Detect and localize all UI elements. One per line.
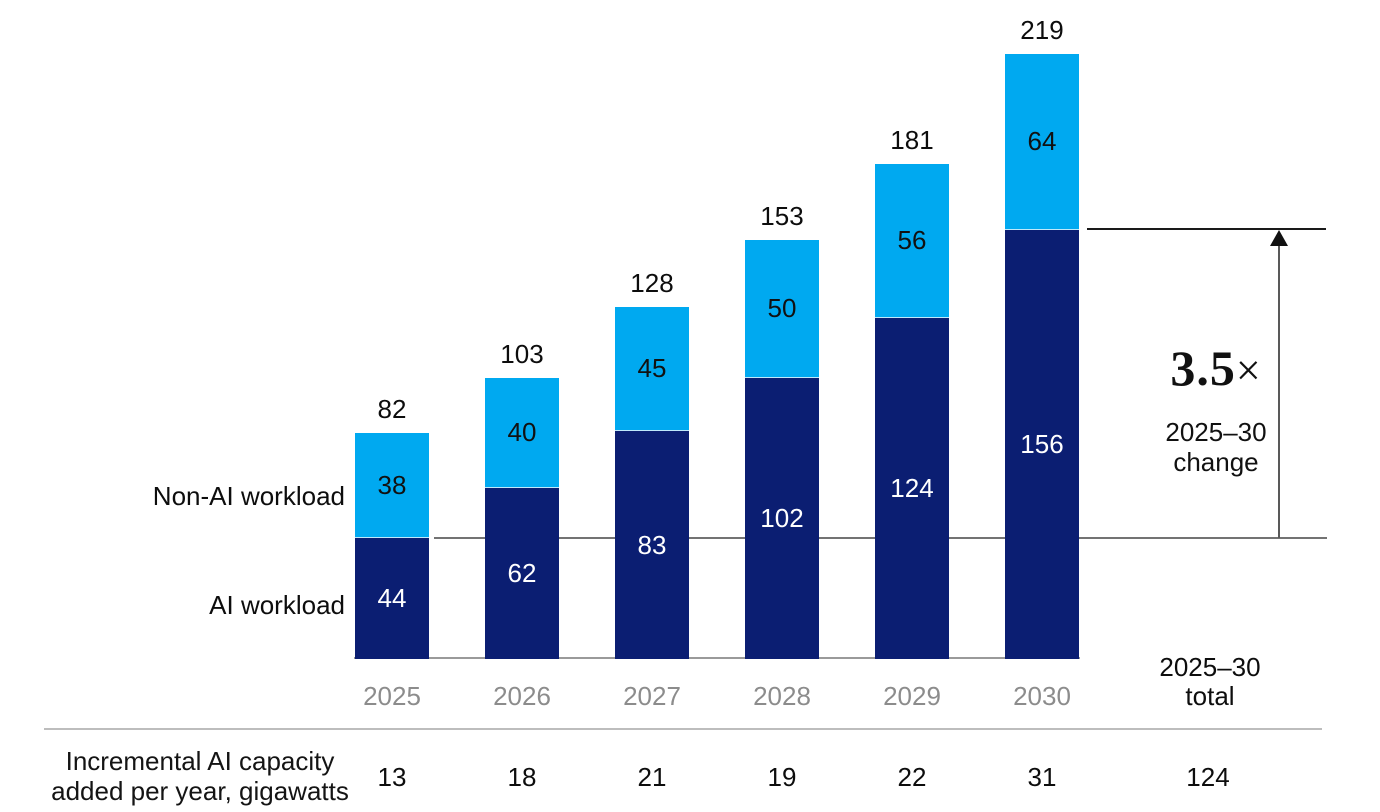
bar-segment-non-ai-2028: 50 <box>745 240 819 378</box>
bar-total-label-2025: 82 <box>377 394 407 424</box>
change-annotation-line2: change <box>1173 447 1259 477</box>
bar-segment-non-ai-2026: 40 <box>485 378 559 488</box>
series-label-ai: AI workload <box>209 590 345 620</box>
multiply-sign: × <box>1235 346 1262 395</box>
arrow-up-icon <box>1270 230 1288 246</box>
bar-segment-ai-2029: 124 <box>875 318 949 659</box>
year-label-2030: 2030 <box>1013 681 1071 711</box>
incremental-row-label-line1: Incremental AI capacity <box>65 746 335 776</box>
year-label-2028: 2028 <box>753 681 811 711</box>
x-axis-baseline <box>354 657 1080 659</box>
total-column-header-line2: total <box>1185 681 1235 711</box>
bar-segment-ai-2026: 62 <box>485 488 559 659</box>
bar-segment-ai-2030: 156 <box>1005 230 1079 659</box>
incremental-value-2026: 18 <box>507 762 537 792</box>
bar-total-label-2028: 153 <box>760 201 804 231</box>
bar-segment-non-ai-2030: 64 <box>1005 54 1079 230</box>
bar-segment-non-ai-2027: 45 <box>615 307 689 431</box>
year-label-2029: 2029 <box>883 681 941 711</box>
incremental-value-2030: 31 <box>1027 762 1057 792</box>
incremental-row-label-line2: added per year, gigawatts <box>51 776 349 806</box>
incremental-value-2029: 22 <box>897 762 927 792</box>
series-label-non-ai: Non-AI workload <box>152 481 345 511</box>
incremental-total-value: 124 <box>1186 762 1230 792</box>
ref-line-ai-2030-level <box>1087 228 1326 230</box>
year-label-2025: 2025 <box>363 681 421 711</box>
total-column-header-line1: 2025–30 <box>1159 652 1261 682</box>
bar-total-label-2026: 103 <box>500 339 544 369</box>
change-multiplier-value: 3.5 <box>1170 340 1236 396</box>
change-annotation: 3.5× 2025–30 change <box>1116 340 1316 477</box>
bar-segment-ai-2025: 44 <box>355 538 429 659</box>
year-label-2026: 2026 <box>493 681 551 711</box>
bar-segment-ai-2027: 83 <box>615 431 689 659</box>
incremental-value-2028: 19 <box>767 762 797 792</box>
change-multiplier: 3.5× <box>1116 340 1316 399</box>
total-column-header: 2025–30 total <box>1130 653 1290 711</box>
incremental-row-label: Incremental AI capacity added per year, … <box>25 746 375 806</box>
bar-segment-ai-2028: 102 <box>745 378 819 659</box>
bar-total-label-2030: 219 <box>1020 15 1064 45</box>
incremental-value-2025: 13 <box>377 762 407 792</box>
change-annotation-line1: 2025–30 <box>1165 417 1267 447</box>
year-label-2027: 2027 <box>623 681 681 711</box>
change-arrow-line <box>1278 232 1280 538</box>
bar-segment-non-ai-2029: 56 <box>875 164 949 318</box>
bar-total-label-2029: 181 <box>890 125 934 155</box>
bar-segment-non-ai-2025: 38 <box>355 433 429 538</box>
footer-separator-line <box>44 728 1322 730</box>
incremental-value-2027: 21 <box>637 762 667 792</box>
bar-total-label-2027: 128 <box>630 268 674 298</box>
